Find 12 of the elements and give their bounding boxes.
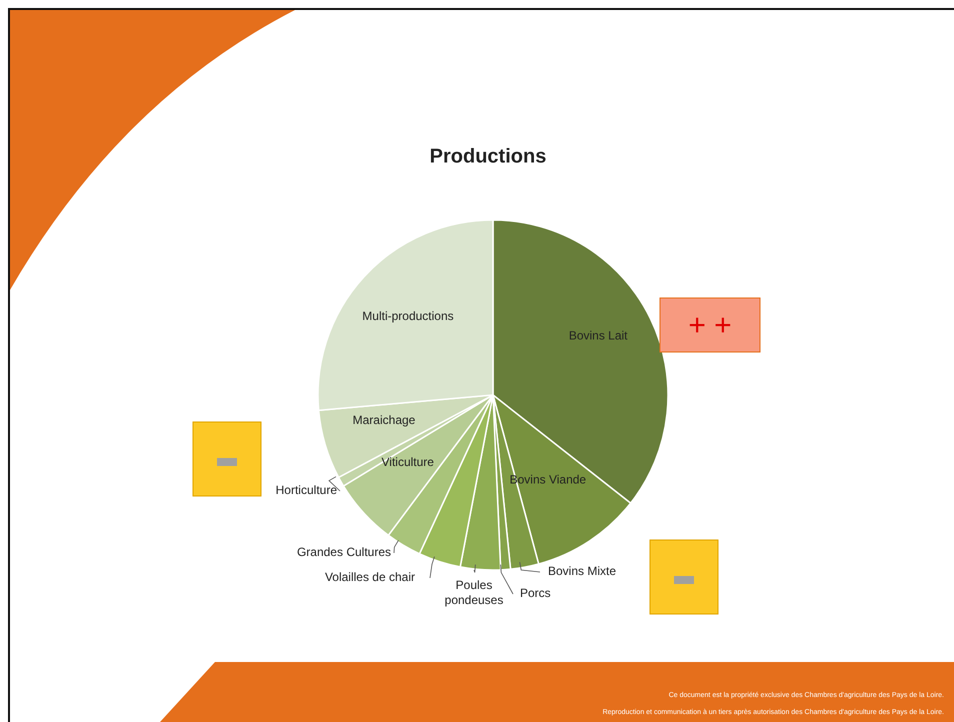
slice-label: Bovins Mixte — [548, 564, 616, 578]
slice-label: Multi-productions — [362, 308, 454, 323]
slice-label: Volailles de chair — [324, 570, 415, 584]
chart-title: Productions — [430, 145, 546, 168]
slice-label: Horticulture — [276, 483, 338, 498]
slice-label: Bovins Lait — [568, 328, 628, 343]
slice-label: Maraichage — [352, 413, 416, 428]
slice-label: Grandes Cultures — [296, 545, 391, 560]
slice-label: Viticulture — [382, 455, 434, 470]
text: + + — [688, 308, 732, 342]
slice-label: Porcs — [520, 586, 551, 600]
slice-label: Poules pondeuses — [444, 578, 504, 608]
